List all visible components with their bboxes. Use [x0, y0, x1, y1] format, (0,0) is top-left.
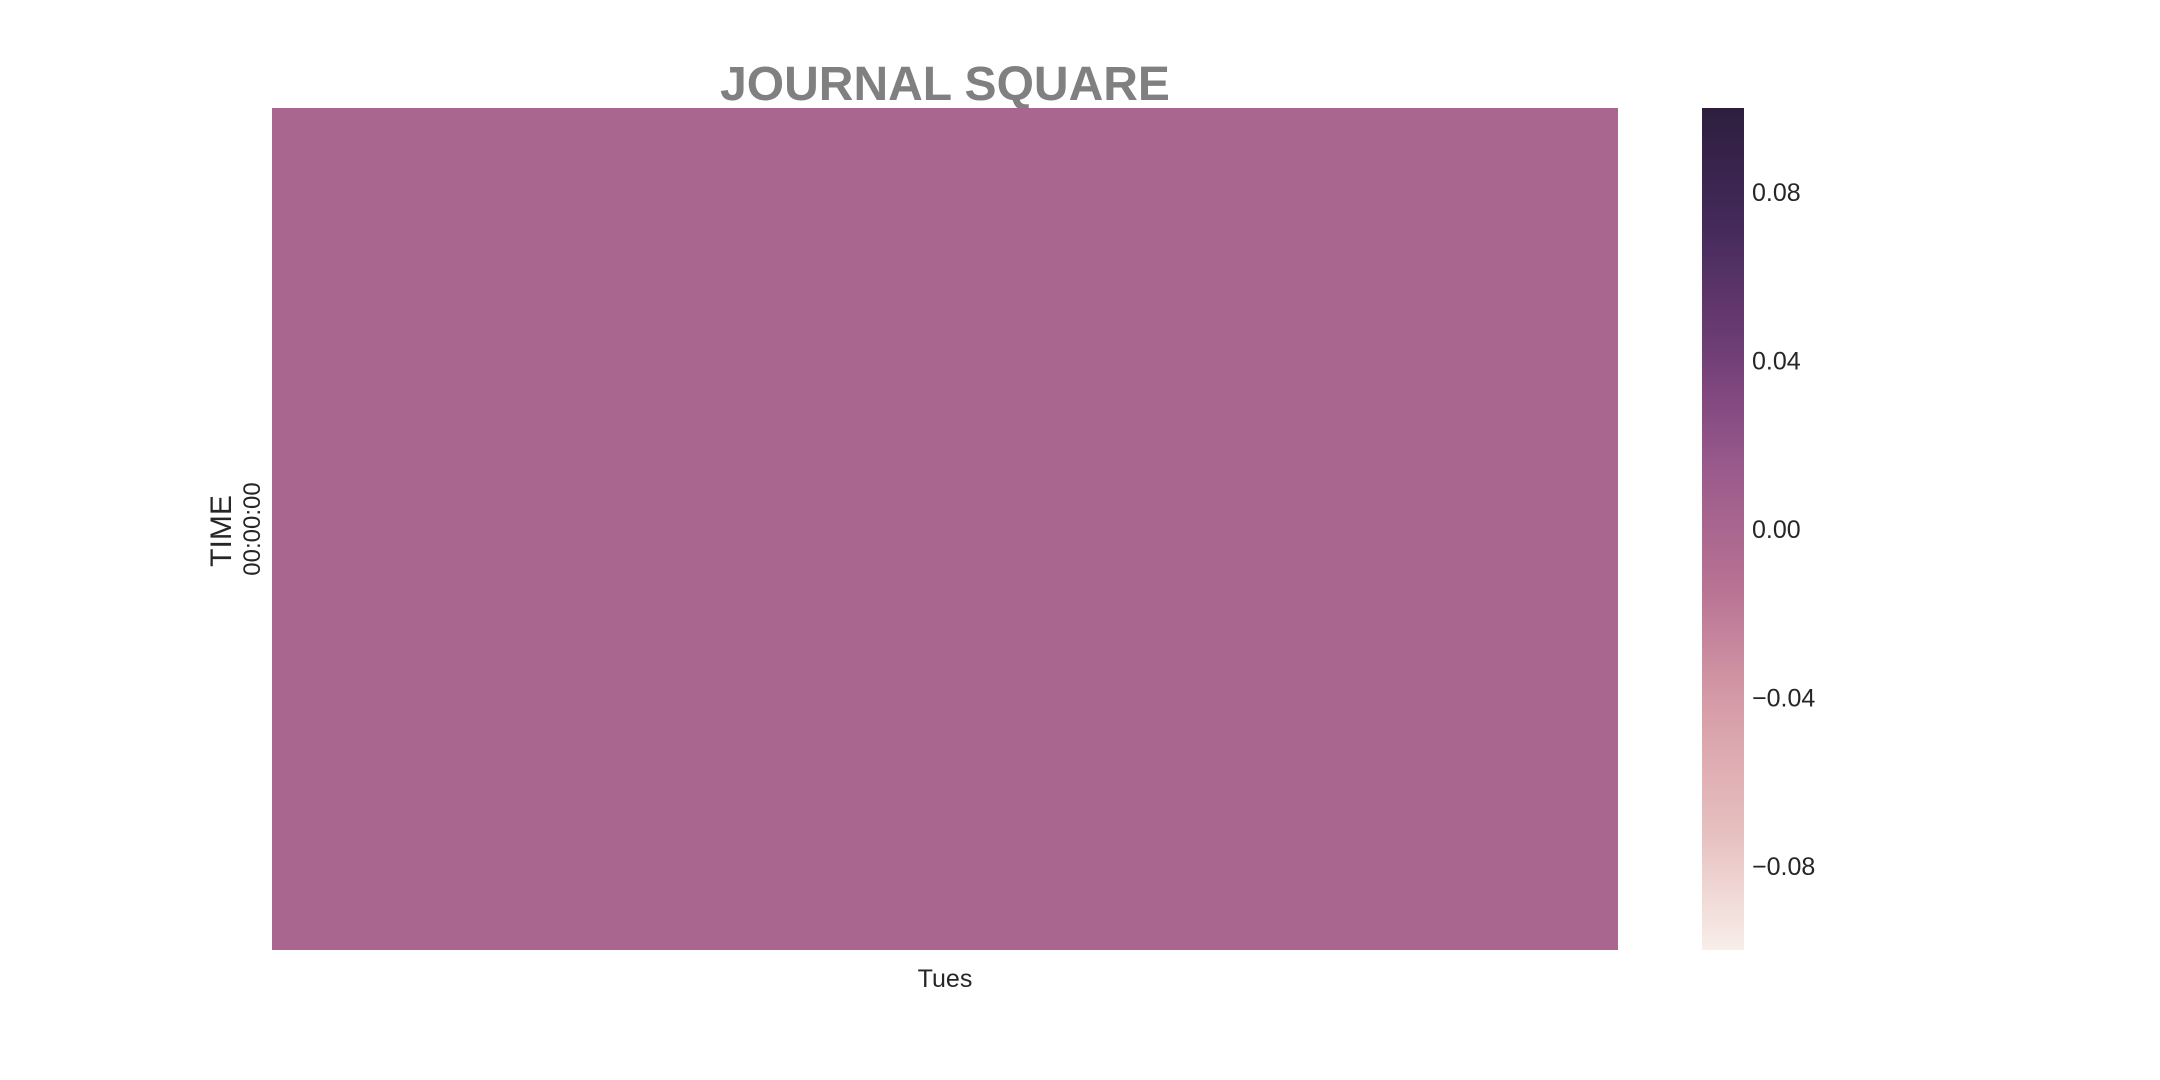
- y-tick-label: 00:00:00: [239, 482, 266, 575]
- colorbar-tick-label: −0.04: [1752, 684, 1815, 712]
- chart-title: JOURNAL SQUARE: [720, 58, 1170, 111]
- x-tick-labels: Tues: [918, 965, 973, 993]
- colorbar: [1702, 108, 1744, 950]
- colorbar-tick-labels: 0.08 0.04 0.00 −0.04 −0.08: [1752, 179, 1815, 881]
- heatmap-cell: [272, 108, 1618, 950]
- colorbar-tick-label: 0.04: [1752, 348, 1801, 376]
- x-tick-label: Tues: [918, 965, 973, 993]
- colorbar-tick-label: −0.08: [1752, 853, 1815, 881]
- colorbar-tick-label: 0.08: [1752, 179, 1801, 207]
- y-axis-label: TIME: [205, 495, 238, 567]
- heatmap-cells: [272, 108, 1618, 950]
- y-tick-labels: 00:00:00: [239, 482, 266, 575]
- colorbar-tick-label: 0.00: [1752, 516, 1801, 544]
